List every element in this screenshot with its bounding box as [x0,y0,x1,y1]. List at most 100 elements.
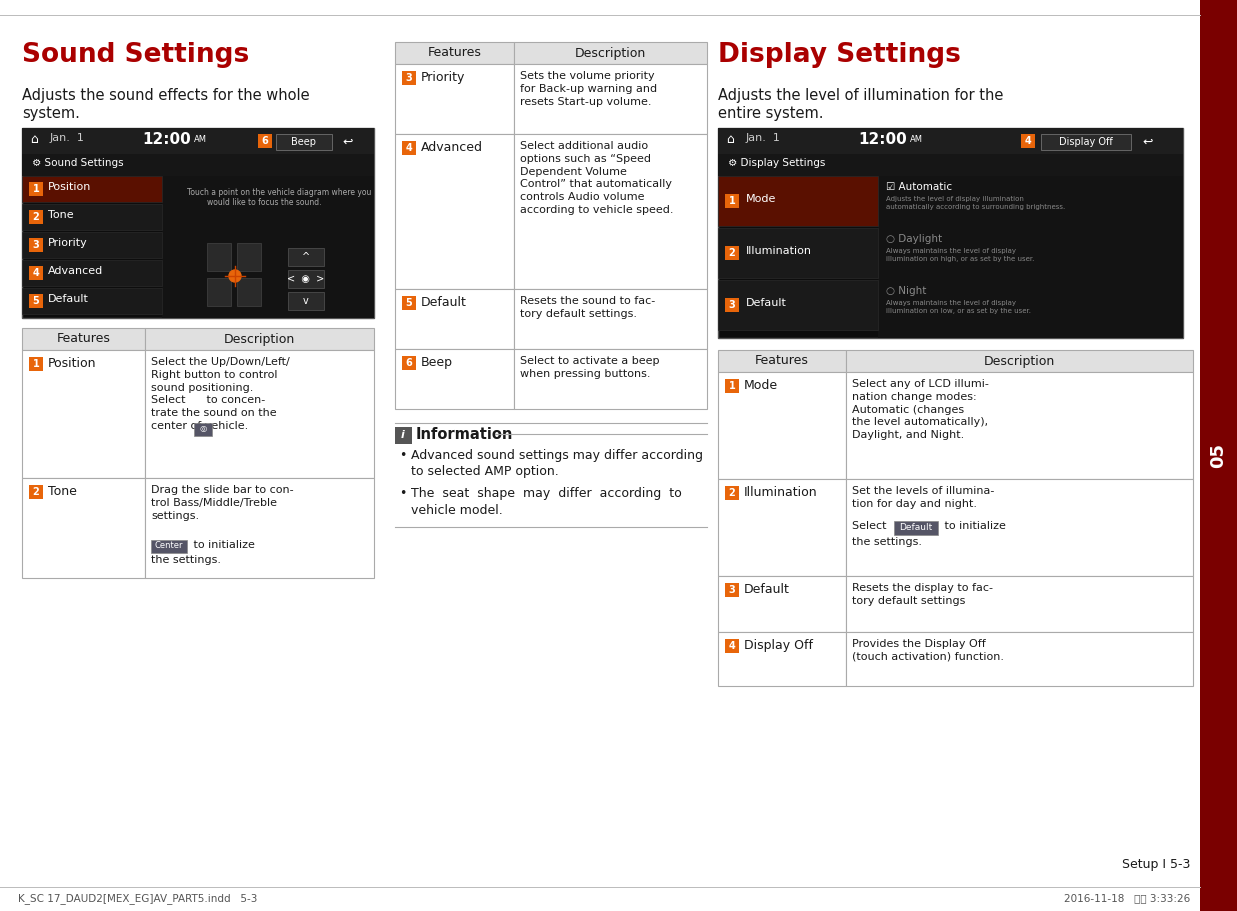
Text: Position: Position [48,357,96,370]
Text: ○ Night: ○ Night [886,286,927,296]
Text: to initialize: to initialize [941,521,1006,531]
Text: <  ◉  >: < ◉ > [287,274,324,284]
Text: Adjusts the level of display illumination
automatically according to surrounding: Adjusts the level of display illuminatio… [886,196,1065,210]
Text: Features: Features [755,354,809,367]
Bar [717,372,846,479]
Text: Resets the display to fac-
tory default settings: Resets the display to fac- tory default … [852,583,993,606]
Bar [22,288,162,314]
Text: Description: Description [575,46,646,59]
Text: Default: Default [899,524,933,533]
Bar [145,478,374,578]
Text: v: v [303,296,309,306]
Bar [717,176,878,226]
Text: 2: 2 [729,248,735,258]
Bar [513,42,708,64]
Text: Display Off: Display Off [1059,137,1113,147]
Bar [28,238,43,252]
Bar [513,134,708,289]
Text: to initialize: to initialize [190,540,255,550]
Bar [238,243,261,271]
Bar [846,479,1192,576]
Text: Always maintains the level of display
illumination on low, or as set by the user: Always maintains the level of display il… [886,300,1030,313]
Text: Setup I 5-3: Setup I 5-3 [1122,858,1190,871]
Text: Resets the sound to fac-
tory default settings.: Resets the sound to fac- tory default se… [520,296,654,319]
Text: Touch a point on the vehicle diagram where you: Touch a point on the vehicle diagram whe… [187,188,371,197]
Text: 2: 2 [32,212,40,222]
Text: Advanced: Advanced [48,266,103,276]
Text: ⌂: ⌂ [30,133,38,146]
Bar [288,270,324,288]
Text: 3: 3 [32,240,40,250]
Text: Select the Up/Down/Left/
Right button to control
sound positioning.
Select      : Select the Up/Down/Left/ Right button to… [151,357,289,431]
Text: 3: 3 [729,585,735,595]
Text: 1: 1 [729,381,735,391]
Text: ^: ^ [302,252,310,262]
Bar [717,479,846,576]
Text: ⚙ Display Settings: ⚙ Display Settings [729,158,825,168]
Text: ⌂: ⌂ [726,133,734,146]
Bar [846,632,1192,686]
Text: Priority: Priority [48,238,88,248]
Text: Beep: Beep [292,137,317,147]
Bar [28,485,43,499]
Bar [162,176,374,318]
Text: AM: AM [194,135,207,144]
Bar [725,194,738,208]
Bar [402,71,416,85]
Bar [259,134,272,148]
Text: Advanced: Advanced [421,141,482,154]
Text: Default: Default [421,296,466,309]
Bar [395,427,412,444]
Bar [725,639,738,653]
Bar [22,176,162,202]
Text: Tone: Tone [48,210,74,220]
Text: would like to focus the sound.: would like to focus the sound. [207,198,322,207]
Bar [28,266,43,280]
Text: Tone: Tone [48,485,77,498]
Bar [22,478,145,578]
Bar [395,64,513,134]
Text: 05: 05 [1209,444,1227,468]
Text: Mode: Mode [746,194,777,204]
Text: system.: system. [22,106,80,121]
Text: 1: 1 [32,359,40,369]
Text: Jan.  1: Jan. 1 [746,133,781,143]
Bar [513,289,708,349]
Bar [395,134,513,289]
Text: 5: 5 [32,296,40,306]
Text: ⚙ Sound Settings: ⚙ Sound Settings [32,158,124,168]
Bar [1042,134,1131,150]
Bar [22,350,145,478]
Text: 4: 4 [1024,136,1032,146]
Text: Beep: Beep [421,356,453,369]
Bar [207,278,231,306]
Bar [28,210,43,224]
Text: Advanced sound settings may differ according
to selected AMP option.: Advanced sound settings may differ accor… [411,449,703,478]
Text: 3: 3 [406,73,412,83]
Text: 2: 2 [32,487,40,497]
Text: the settings.: the settings. [151,555,221,565]
Bar [717,632,846,686]
Bar [145,328,374,350]
Text: 4: 4 [729,641,735,651]
Text: ↩: ↩ [343,136,354,148]
Bar [288,248,324,266]
Bar [288,292,324,310]
Text: Illumination: Illumination [743,486,818,499]
Bar [717,576,846,632]
Text: entire system.: entire system. [717,106,824,121]
Bar [846,350,1192,372]
Bar [725,583,738,597]
Bar [28,294,43,308]
Text: Adjusts the level of illumination for the: Adjusts the level of illumination for th… [717,88,1003,103]
Text: 5: 5 [406,298,412,308]
Text: ○ Daylight: ○ Daylight [886,234,943,244]
Text: Select to activate a beep
when pressing buttons.: Select to activate a beep when pressing … [520,356,659,379]
Bar [894,521,938,535]
Text: ↩: ↩ [1143,136,1153,148]
Text: 1: 1 [729,196,735,206]
Text: Adjusts the sound effects for the whole: Adjusts the sound effects for the whole [22,88,309,103]
Bar [28,357,43,371]
Text: Default: Default [746,298,787,308]
Bar [22,260,162,286]
